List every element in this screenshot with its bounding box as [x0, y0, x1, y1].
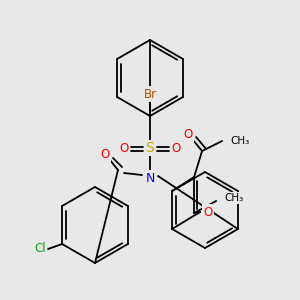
Text: CH₃: CH₃ [230, 136, 249, 146]
Text: O: O [119, 142, 129, 154]
Text: O: O [203, 206, 213, 218]
Text: Cl: Cl [34, 242, 46, 256]
Text: O: O [171, 142, 181, 154]
Text: S: S [146, 141, 154, 155]
Text: CH₃: CH₃ [224, 193, 243, 203]
Text: O: O [184, 128, 193, 142]
Text: N: N [145, 172, 155, 184]
Text: Br: Br [143, 88, 157, 100]
Text: O: O [100, 148, 109, 161]
